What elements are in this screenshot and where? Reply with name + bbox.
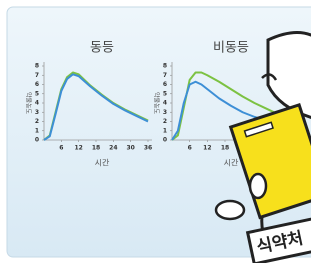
x-tick-label: 18 xyxy=(92,145,100,152)
y-tick-label: 2 xyxy=(35,118,39,125)
chart-title: 동등 xyxy=(90,41,114,56)
y-axis-label: 약물농도 xyxy=(25,92,33,115)
y-tick-label: 0 xyxy=(35,137,39,144)
y-tick-label: 4 xyxy=(163,100,167,107)
y-tick-label: 6 xyxy=(163,81,167,88)
y-tick-label: 8 xyxy=(35,63,39,70)
y-tick-label: 8 xyxy=(163,63,167,70)
y-tick-label: 7 xyxy=(163,72,167,79)
x-tick-label: 12 xyxy=(74,145,82,152)
y-tick-label: 0 xyxy=(163,137,167,144)
y-tick-label: 1 xyxy=(163,127,167,134)
x-tick-label: 18 xyxy=(221,145,229,152)
chart-title: 비동등 xyxy=(213,41,249,56)
y-tick-label: 2 xyxy=(163,118,167,125)
y-tick-label: 4 xyxy=(35,100,39,107)
y-tick-label: 1 xyxy=(35,127,39,134)
y-tick-label: 5 xyxy=(35,90,39,97)
x-tick-label: 6 xyxy=(59,145,63,152)
x-tick-label: 36 xyxy=(144,145,152,152)
x-axis-label: 시간 xyxy=(224,158,239,168)
x-tick-label: 30 xyxy=(126,145,134,152)
x-tick-label: 6 xyxy=(188,145,192,152)
hand xyxy=(216,201,244,219)
fingers xyxy=(250,174,266,198)
y-tick-label: 7 xyxy=(35,72,39,79)
y-tick-label: 3 xyxy=(163,109,167,116)
x-tick-label: 24 xyxy=(109,145,117,152)
y-tick-label: 5 xyxy=(163,90,167,97)
y-tick-label: 3 xyxy=(35,109,39,116)
x-axis-label: 시간 xyxy=(95,158,110,168)
y-axis-label: 약물농도 xyxy=(153,92,161,115)
x-tick-label: 12 xyxy=(203,145,211,152)
y-tick-label: 6 xyxy=(35,81,39,88)
